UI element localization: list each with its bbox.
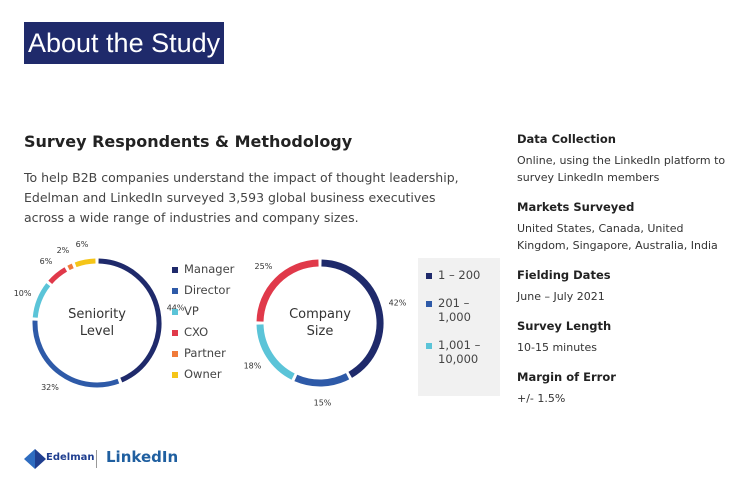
legend-item: Manager: [172, 262, 234, 276]
legend-item: Director: [172, 283, 234, 297]
legend-swatch: [172, 267, 178, 273]
value-label: 44%: [167, 304, 185, 313]
donut-segment: [48, 267, 68, 284]
details: Data Collection Online, using the LinkedI…: [517, 132, 737, 421]
value-label: 2%: [57, 246, 70, 255]
legend-label: Owner: [184, 367, 222, 381]
legend-item: Partner: [172, 346, 234, 360]
legend-swatch: [172, 372, 178, 378]
donut-segment: [32, 283, 51, 318]
legend-swatch: [172, 351, 178, 357]
legend-label: VP: [184, 304, 199, 318]
legend-swatch: [426, 301, 432, 307]
donut-segment: [32, 320, 120, 388]
detail-text: June – July 2021: [517, 290, 605, 303]
value-label: 15%: [314, 398, 332, 407]
legend-label: CXO: [184, 325, 209, 339]
legend-item: 1,001 – 10,000: [426, 338, 492, 366]
legend-label: Partner: [184, 346, 226, 360]
donut-center-label: Company Size: [289, 307, 351, 339]
detail-label: Survey Length: [517, 319, 612, 333]
edelman-logo: Edelman: [46, 452, 95, 463]
legend-swatch: [426, 273, 432, 279]
value-label: 10%: [14, 289, 32, 298]
donut-segment: [321, 259, 384, 378]
donut-segment: [256, 324, 295, 380]
legend-label: 201 – 1,000: [438, 296, 471, 324]
intro-text: To help B2B companies understand the imp…: [24, 170, 459, 225]
legend-item: 1 – 200: [426, 268, 492, 282]
section-heading: Survey Respondents & Methodology: [24, 132, 353, 151]
slide-title: About the Study: [24, 22, 225, 64]
legend-swatch: [426, 343, 432, 349]
detail-text: Online, using the LinkedIn platform to s…: [517, 154, 726, 184]
linkedin-logo: LinkedIn: [106, 448, 179, 466]
legend-label: 1,001 – 10,000: [438, 338, 481, 366]
donut-center-label: Seniority Level: [68, 307, 126, 339]
detail-text: 10-15 minutes: [517, 341, 597, 354]
value-label: 6%: [40, 257, 53, 266]
detail-label: Data Collection: [517, 132, 616, 146]
legend-item: Owner: [172, 367, 234, 381]
legend-swatch: [172, 288, 178, 294]
legend-item: 201 – 1,000: [426, 296, 492, 324]
edelman-mark: [24, 449, 46, 469]
donut-segment: [67, 263, 74, 271]
detail-text: +/- 1.5%: [517, 392, 566, 405]
value-label: 25%: [255, 262, 273, 271]
value-label: 42%: [389, 299, 407, 308]
legend-item: VP: [172, 304, 234, 318]
detail-label: Markets Surveyed: [517, 200, 635, 214]
detail-label: Fielding Dates: [517, 268, 611, 282]
divider: [96, 450, 97, 468]
legend-label: Manager: [184, 262, 235, 276]
legend: 1 – 200 201 – 1,000 1,001 – 10,000: [418, 258, 500, 396]
value-label: 6%: [76, 240, 89, 249]
legend-swatch: [172, 309, 178, 315]
detail-text: United States, Canada, United Kingdom, S…: [517, 222, 718, 252]
legend-label: 1 – 200: [438, 268, 481, 282]
legend-label: Director: [184, 283, 231, 297]
legend-item: CXO: [172, 325, 234, 339]
legend-swatch: [172, 330, 178, 336]
value-label: 32%: [41, 383, 59, 392]
value-label: 18%: [244, 361, 262, 370]
donut-segment: [98, 258, 162, 383]
legend: Manager Director VP CXO Partner Owner: [172, 262, 234, 388]
detail-label: Margin of Error: [517, 370, 616, 384]
donut-segment: [256, 259, 319, 322]
donut-segment: [74, 258, 96, 268]
donut-segment: [294, 373, 350, 387]
